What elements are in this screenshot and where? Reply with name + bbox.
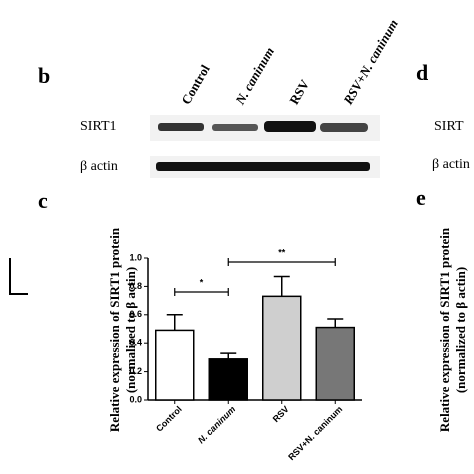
panel-label: b: [38, 63, 50, 88]
cut-edge: [9, 258, 28, 295]
lane-label: N. caninum: [232, 44, 277, 107]
blot-band: [320, 123, 368, 132]
blot-band: [212, 124, 258, 131]
y-tick-label: 0.0: [129, 394, 142, 404]
bar: [315, 326, 355, 401]
blot-band: [156, 162, 370, 171]
y-axis-label: Relative expression of SIRT1 protein: [107, 227, 122, 432]
panel-label: d: [416, 60, 428, 85]
lane-label: Control: [178, 62, 213, 107]
x-tick-label: N. caninum: [196, 404, 237, 445]
y-tick-label: 0.2: [129, 366, 142, 376]
y-tick-label: 0.4: [129, 338, 142, 348]
blot-band: [158, 123, 204, 131]
y-axis-label: (normalized to β actin): [123, 267, 138, 393]
y-axis-label: Relative expression of SIRT1 protein: [437, 227, 452, 432]
bar: [155, 329, 195, 401]
blot-row-label: SIRT: [434, 119, 464, 134]
significance-label: *: [200, 277, 204, 287]
y-axis-label: (normalized to β actin): [453, 267, 468, 393]
y-tick-label: 0.8: [129, 281, 142, 291]
bar: [262, 295, 302, 401]
x-tick-label: RSV: [271, 404, 291, 424]
x-tick-label: RSV+N. caninum: [286, 404, 344, 462]
lane-label: RSV: [286, 76, 312, 107]
significance-bracket: [174, 288, 229, 296]
lane-label: RSV+N. caninum: [340, 17, 401, 108]
blot-row-label: β actin: [80, 159, 118, 174]
bar: [208, 358, 248, 401]
y-tick-label: 1.0: [129, 252, 142, 262]
significance-label: **: [278, 247, 286, 257]
blot-band: [264, 121, 316, 132]
blot-row-label: β actin: [432, 157, 470, 172]
blot-row-label: SIRT1: [80, 119, 117, 134]
x-tick-label: Control: [154, 404, 184, 434]
y-tick-label: 0.6: [129, 309, 142, 319]
panel-label: c: [38, 188, 48, 213]
panel-label: e: [416, 185, 426, 210]
significance-bracket: [227, 258, 336, 266]
